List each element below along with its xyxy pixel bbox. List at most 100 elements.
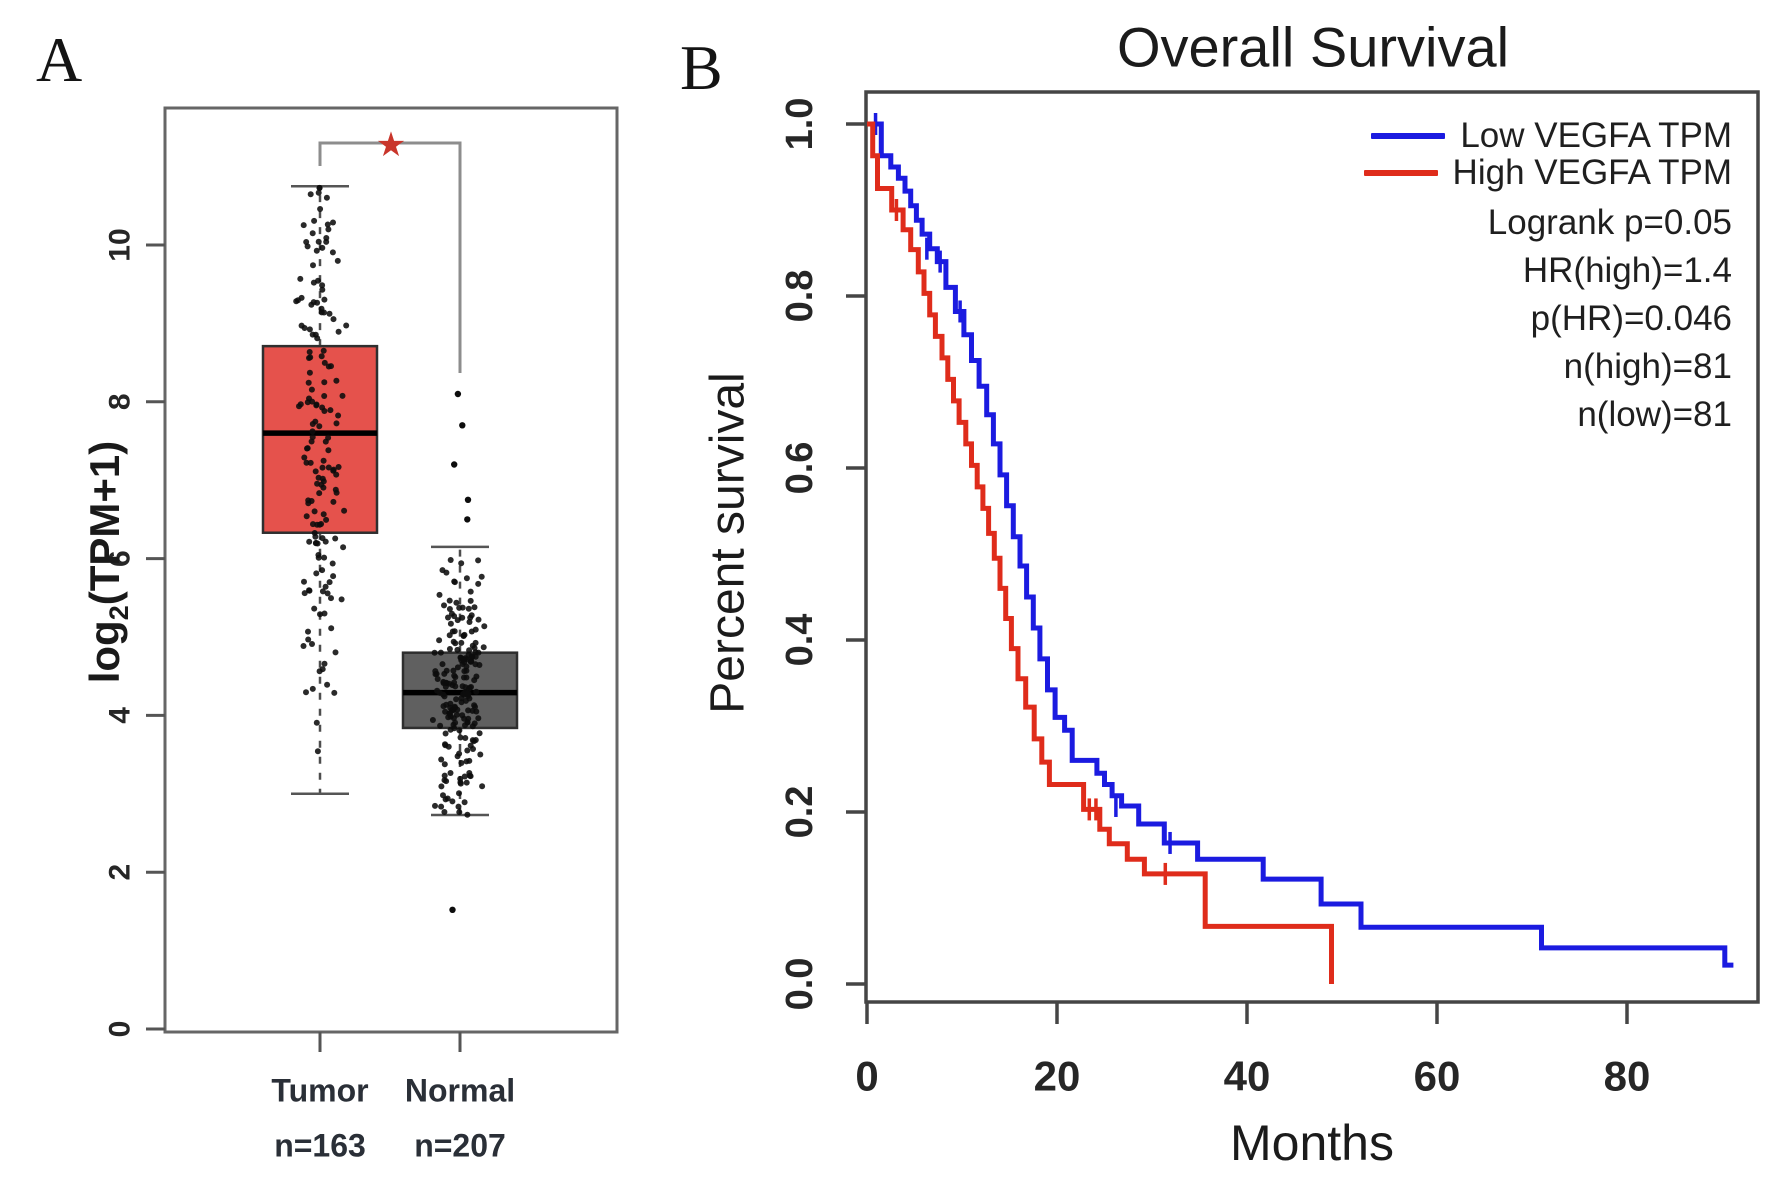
strip-point xyxy=(332,486,339,493)
strip-point xyxy=(329,249,336,256)
strip-point xyxy=(439,661,446,668)
strip-point xyxy=(319,464,326,471)
panel-b-y-tick-label: 0.4 xyxy=(779,614,821,667)
strip-point xyxy=(456,604,463,611)
strip-point xyxy=(310,521,316,528)
strip-point xyxy=(333,471,340,478)
panel-a-y-tick-label: 10 xyxy=(104,228,137,261)
strip-point xyxy=(319,567,326,574)
box-tumor xyxy=(261,344,379,534)
strip-point xyxy=(473,673,480,680)
strip-point xyxy=(330,316,337,323)
strip-point xyxy=(480,644,487,651)
strip-point xyxy=(323,194,330,201)
strip-point xyxy=(472,626,479,633)
strip-point xyxy=(309,685,316,692)
strip-point xyxy=(449,798,456,805)
strip-point xyxy=(464,691,470,697)
strip-point xyxy=(458,639,465,646)
strip-point xyxy=(325,226,332,233)
strip-point xyxy=(303,513,310,520)
strip-point xyxy=(325,464,332,471)
strip-point xyxy=(465,605,472,612)
outlier-point xyxy=(449,906,456,913)
strip-point xyxy=(320,347,327,354)
strip-point xyxy=(335,412,342,419)
strip-point xyxy=(310,262,316,269)
strip-point xyxy=(447,770,454,776)
strip-point xyxy=(471,604,478,611)
strip-point xyxy=(447,557,454,563)
strip-point xyxy=(434,676,441,682)
strip-point xyxy=(472,639,479,646)
strip-point xyxy=(316,490,323,497)
strip-point xyxy=(452,674,459,681)
panel-a-y-tick-label: 4 xyxy=(104,707,137,724)
strip-point xyxy=(314,748,321,755)
panel-a-y-label-sub: 2 xyxy=(104,605,135,621)
strip-point xyxy=(315,189,322,196)
panel-a-frame xyxy=(163,106,619,1034)
strip-point xyxy=(460,633,467,639)
strip-point xyxy=(305,500,312,507)
strip-point xyxy=(451,579,458,586)
strip-point xyxy=(320,484,327,491)
strip-point xyxy=(309,230,316,237)
strip-point xyxy=(326,310,333,317)
outlier-point xyxy=(451,461,458,468)
strip-point xyxy=(441,602,447,609)
significance-star-icon: ★ xyxy=(376,126,406,164)
strip-point xyxy=(461,799,468,806)
strip-point xyxy=(453,599,460,606)
strip-point xyxy=(454,664,461,671)
strip-point xyxy=(432,671,439,678)
strip-point xyxy=(311,530,318,536)
strip-point xyxy=(328,625,335,632)
panel-b-y-tick-label: 0.0 xyxy=(779,958,821,1011)
strip-point xyxy=(467,658,474,665)
strip-point xyxy=(318,309,325,316)
strip-point xyxy=(472,649,479,656)
strip-point xyxy=(455,803,462,810)
strip-point xyxy=(437,649,444,656)
strip-point xyxy=(313,247,320,254)
strip-point xyxy=(473,688,480,695)
strip-point xyxy=(475,557,482,564)
panel-b-x-tick-label: 80 xyxy=(1604,1053,1651,1100)
strip-point xyxy=(306,349,313,355)
strip-point xyxy=(328,595,334,602)
strip-point xyxy=(296,403,302,410)
strip-point xyxy=(446,710,453,717)
strip-point xyxy=(314,335,321,342)
strip-point xyxy=(461,773,468,780)
strip-point xyxy=(335,328,342,335)
strip-point xyxy=(338,596,345,603)
strip-point xyxy=(335,464,342,470)
strip-point xyxy=(454,646,461,653)
strip-point xyxy=(329,560,336,567)
strip-point xyxy=(327,407,334,414)
strip-point xyxy=(442,742,449,749)
strip-point xyxy=(441,772,448,779)
strip-point xyxy=(451,703,458,710)
strip-point xyxy=(319,475,326,482)
strip-point xyxy=(456,809,463,816)
outlier-point xyxy=(459,422,466,429)
strip-point xyxy=(301,578,307,585)
strip-point xyxy=(451,679,458,686)
strip-point xyxy=(313,402,320,409)
panel-a-y-axis-label: log2(TPM+1) xyxy=(81,441,135,684)
strip-point xyxy=(343,322,350,329)
category-n-normal: n=207 xyxy=(414,1127,506,1164)
category-label-normal: Normal xyxy=(404,1072,516,1109)
strip-point xyxy=(461,668,468,675)
strip-point xyxy=(454,617,461,624)
strip-point xyxy=(437,722,444,729)
strip-point xyxy=(448,610,455,617)
strip-point xyxy=(466,772,473,779)
strip-point xyxy=(305,636,312,643)
strip-point xyxy=(462,735,469,741)
outlier-point xyxy=(464,516,471,523)
strip-point xyxy=(334,257,341,264)
strip-point xyxy=(305,628,311,635)
